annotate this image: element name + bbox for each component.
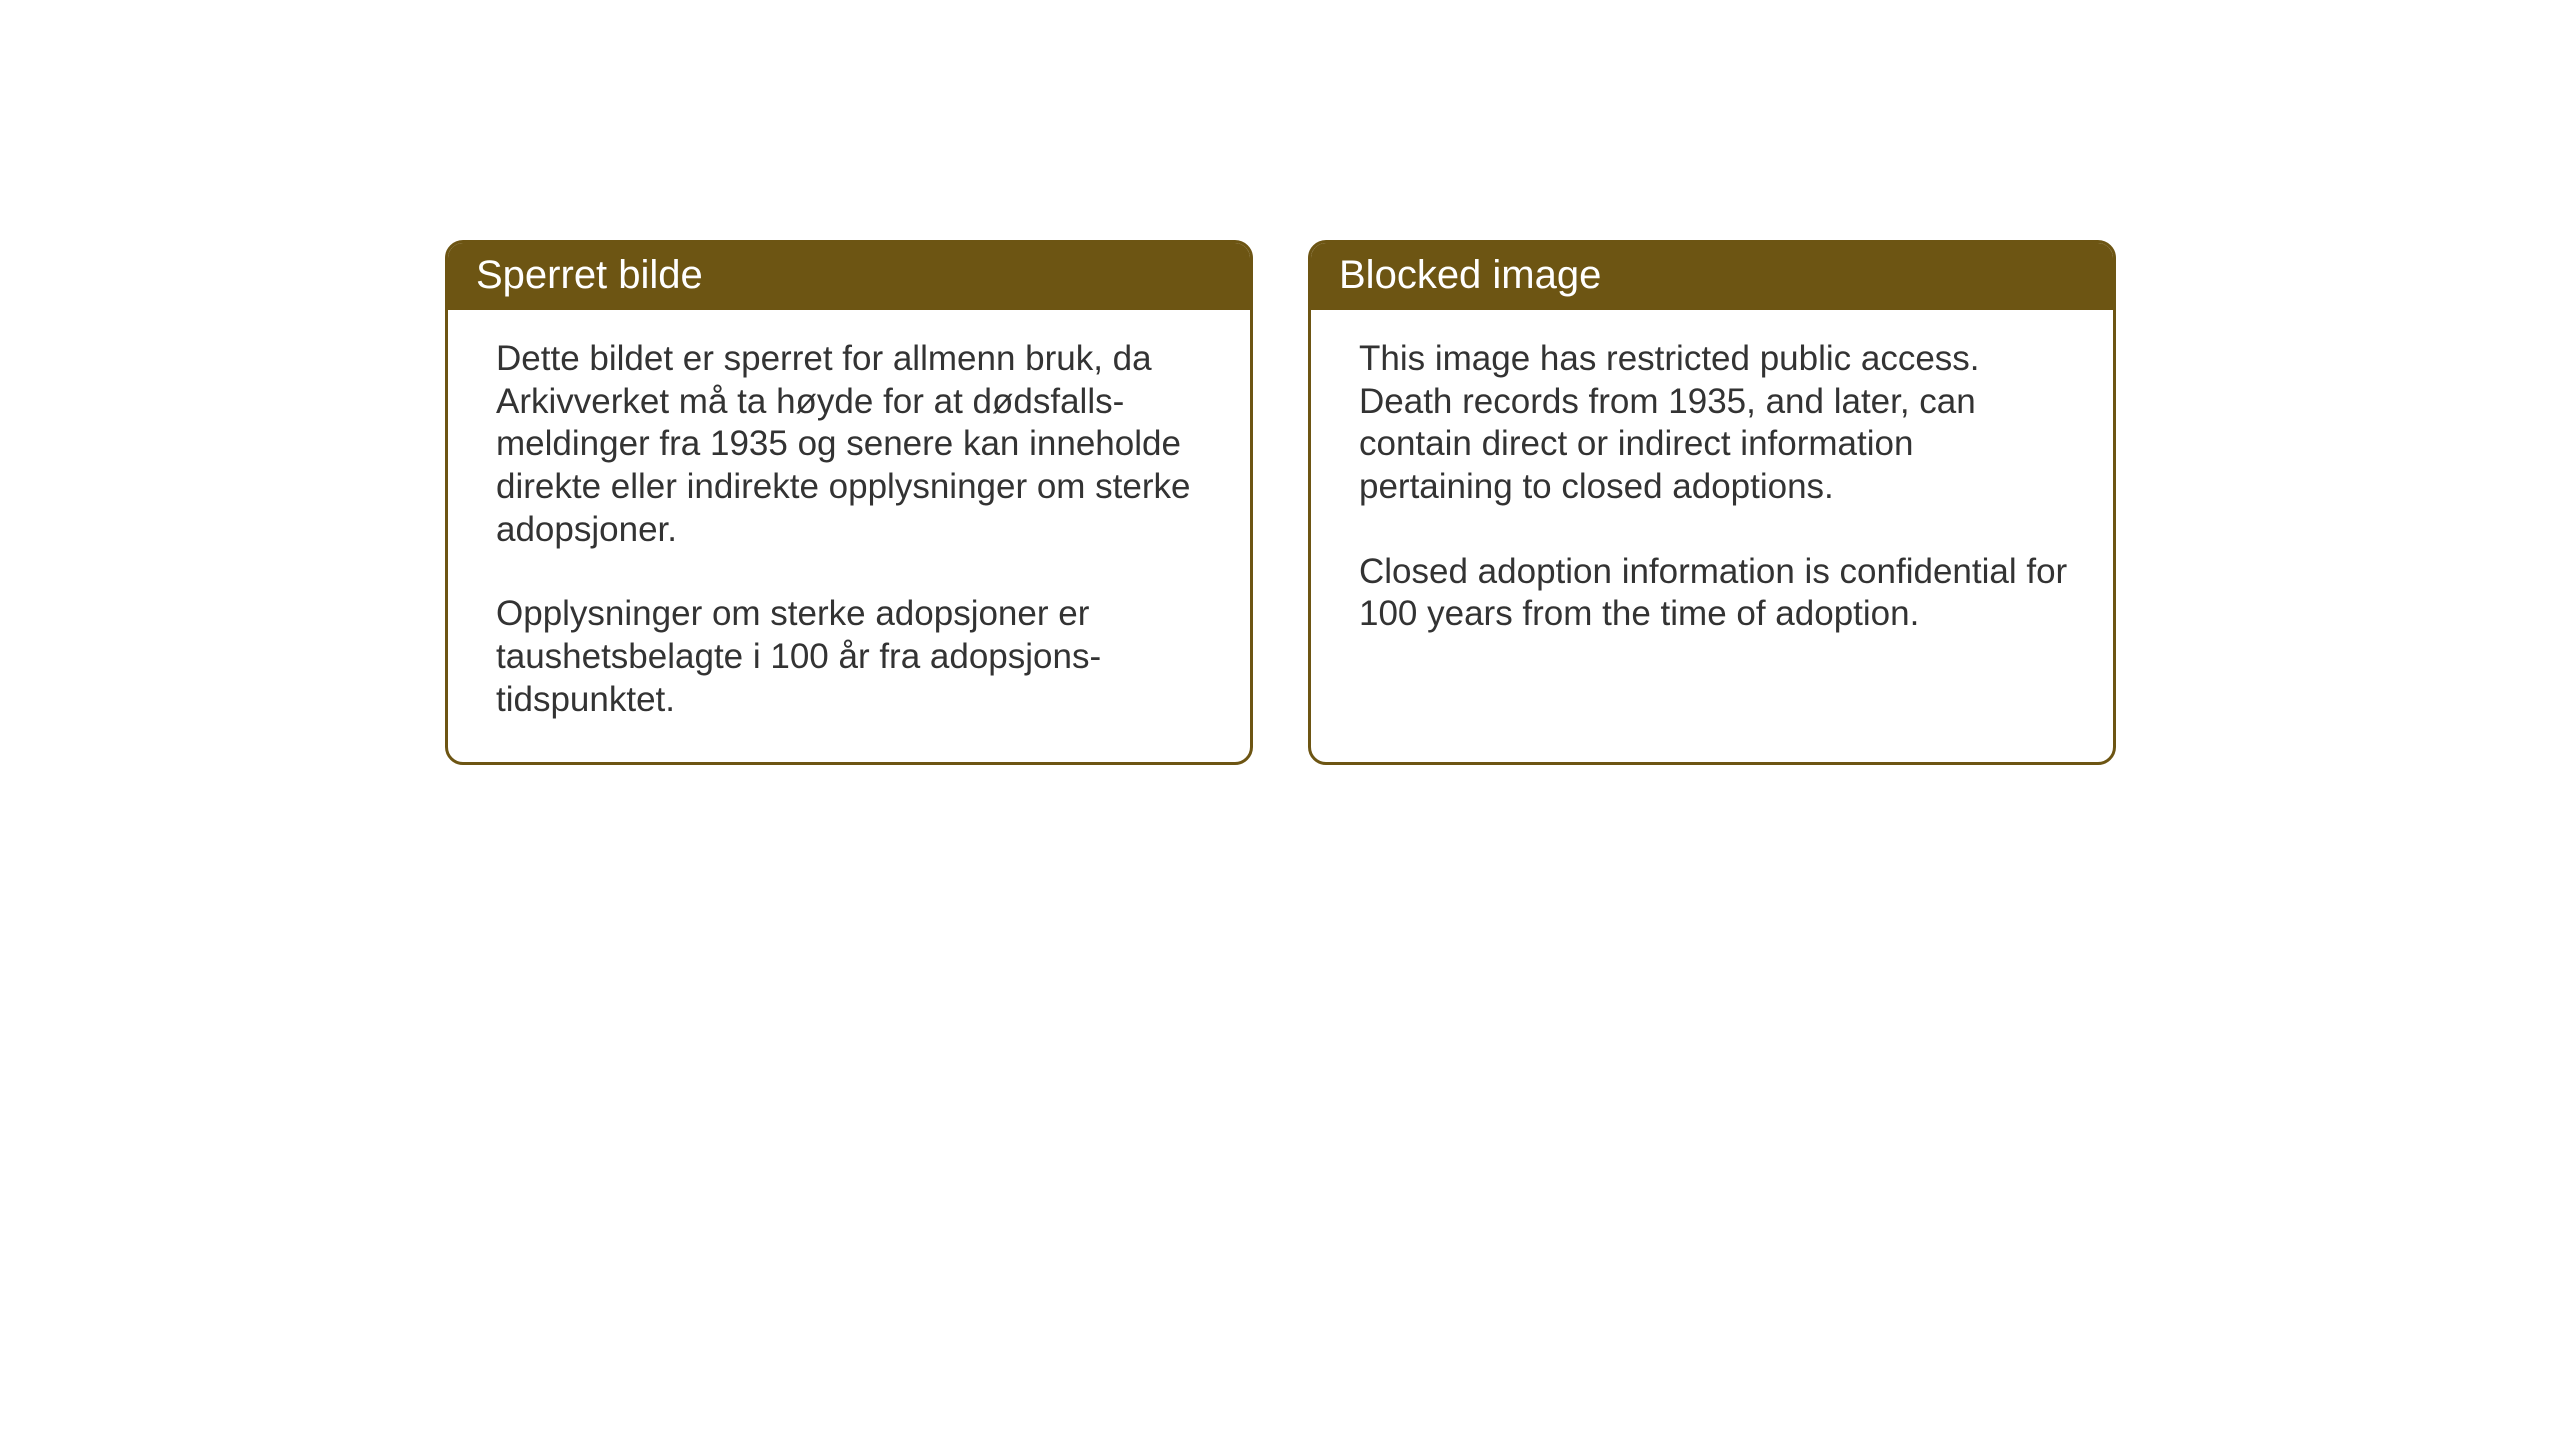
card-para1-norwegian: Dette bildet er sperret for allmenn bruk…: [496, 338, 1208, 551]
notice-container: Sperret bilde Dette bildet er sperret fo…: [445, 240, 2116, 765]
card-body-norwegian: Dette bildet er sperret for allmenn bruk…: [448, 310, 1250, 762]
card-header-english: Blocked image: [1311, 243, 2113, 310]
card-body-english: This image has restricted public access.…: [1311, 310, 2113, 676]
notice-card-norwegian: Sperret bilde Dette bildet er sperret fo…: [445, 240, 1253, 765]
card-title-norwegian: Sperret bilde: [476, 253, 703, 297]
card-title-english: Blocked image: [1339, 253, 1601, 297]
notice-card-english: Blocked image This image has restricted …: [1308, 240, 2116, 765]
card-para1-english: This image has restricted public access.…: [1359, 338, 2071, 509]
card-para2-norwegian: Opplysninger om sterke adopsjoner er tau…: [496, 593, 1208, 721]
card-header-norwegian: Sperret bilde: [448, 243, 1250, 310]
card-para2-english: Closed adoption information is confident…: [1359, 551, 2071, 636]
